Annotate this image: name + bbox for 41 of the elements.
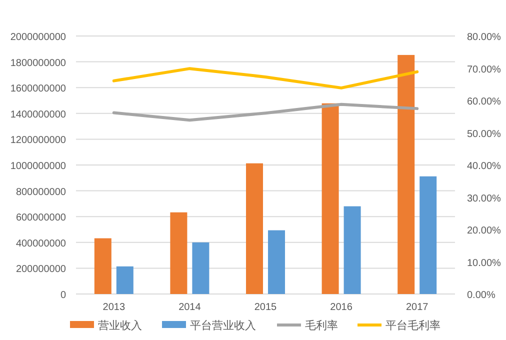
bar	[344, 206, 361, 294]
bar	[116, 266, 134, 294]
legend-label: 平台毛利率	[386, 319, 440, 332]
y2-tick-label: 50.00%	[467, 128, 502, 140]
y-tick-label: 1200000000	[10, 135, 66, 146]
bar	[268, 230, 285, 294]
y2-tick-label: 20.00%	[467, 226, 502, 236]
y2-tick-label: 60.00%	[467, 96, 502, 108]
y-tick-label: 2000000000	[10, 32, 66, 43]
y2-tick-label: 40.00%	[467, 161, 502, 172]
y-tick-label: 600000000	[16, 212, 66, 224]
y-tick-label: 1800000000	[10, 58, 66, 69]
bar	[246, 163, 263, 294]
line-series	[112, 102, 419, 122]
x-tick-label: 2017	[406, 302, 429, 313]
x-tick-label: 2015	[254, 302, 278, 313]
bar	[192, 242, 210, 294]
y2-tick-label: 30.00%	[467, 193, 502, 204]
line-series	[112, 67, 419, 90]
y-tick-label: 1400000000	[10, 109, 66, 120]
y-tick-label: 400000000	[16, 238, 66, 250]
y-tick-label: 1000000000	[10, 161, 66, 172]
y-tick-label: 800000000	[16, 186, 66, 198]
bar	[398, 54, 415, 294]
x-tick-label: 2013	[102, 302, 126, 313]
y-tick-label: 1600000000	[10, 84, 66, 95]
legend-label: 毛利率	[305, 319, 338, 332]
legend-label: 营业收入	[98, 319, 142, 332]
bar	[170, 212, 188, 294]
y2-tick-label: 80.00%	[467, 32, 502, 43]
x-tick-label: 2014	[178, 302, 202, 313]
y-tick-label: 0	[60, 290, 66, 301]
bar	[322, 103, 339, 294]
bar	[420, 176, 437, 294]
y2-tick-label: 10.00%	[467, 258, 502, 269]
bar	[94, 238, 112, 294]
y2-tick-label: 70.00%	[467, 64, 502, 76]
y2-tick-label: 0.00%	[467, 290, 496, 301]
x-tick-label: 2016	[330, 302, 353, 313]
legend-label: 平台营业收入	[190, 319, 256, 332]
y-tick-label: 200000000	[16, 264, 66, 276]
